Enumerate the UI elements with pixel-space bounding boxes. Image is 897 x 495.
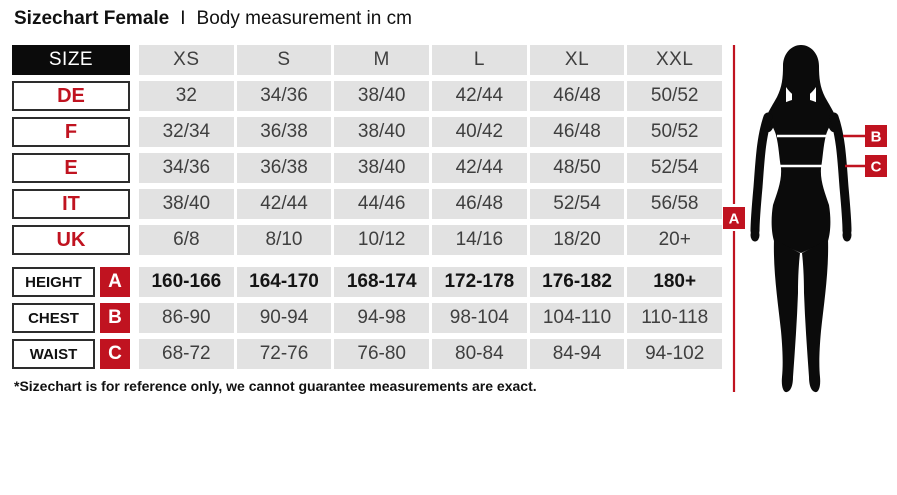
woman-silhouette-icon — [750, 45, 852, 393]
row-label-de: DE — [12, 81, 130, 111]
title-main: Sizechart Female — [14, 8, 170, 29]
cell-it-xxl: 56/58 — [627, 189, 723, 219]
table-row-it: IT 38/40 42/44 44/46 46/48 52/54 56/58 — [12, 189, 723, 219]
waist-marker-icon: C — [845, 155, 887, 177]
cell-height-m: 168-174 — [334, 267, 430, 297]
cell-it-xs: 38/40 — [139, 189, 234, 219]
cell-height-l: 172-178 — [432, 267, 527, 297]
cell-e-m: 38/40 — [334, 153, 430, 183]
cell-de-l: 42/44 — [432, 81, 527, 111]
height-measure-line-icon: A — [723, 45, 745, 392]
chest-marker-icon: B — [843, 125, 887, 147]
cell-de-m: 38/40 — [334, 81, 430, 111]
row-label-height: HEIGHT — [12, 267, 95, 297]
header-cell-m: M — [334, 45, 430, 75]
header-cell-xxl: XXL — [627, 45, 723, 75]
cell-f-s: 36/38 — [236, 117, 332, 147]
marker-b-figure-label: B — [871, 129, 882, 146]
cell-height-s: 164-170 — [236, 267, 332, 297]
cell-height-xl: 176-182 — [529, 267, 625, 297]
cell-e-s: 36/38 — [236, 153, 332, 183]
cell-it-xl: 52/54 — [529, 189, 625, 219]
footnote: *Sizechart is for reference only, we can… — [14, 378, 537, 394]
size-table-header-row: SIZE XS S M L XL XXL — [12, 45, 723, 75]
header-cell-xs: XS — [139, 45, 234, 75]
marker-a-badge: A — [100, 267, 130, 297]
cell-f-xl: 46/48 — [529, 117, 625, 147]
cell-it-m: 44/46 — [334, 189, 430, 219]
cell-waist-xl: 84-94 — [529, 339, 625, 369]
cell-de-xs: 32 — [139, 81, 234, 111]
cell-de-xxl: 50/52 — [627, 81, 723, 111]
header-cell-l: L — [432, 45, 527, 75]
cell-waist-xs: 68-72 — [139, 339, 234, 369]
cell-de-s: 34/36 — [236, 81, 332, 111]
table-row-de: DE 32 34/36 38/40 42/44 46/48 50/52 — [12, 81, 723, 111]
cell-waist-m: 76-80 — [334, 339, 430, 369]
cell-chest-s: 90-94 — [236, 303, 332, 333]
title-separator: I — [180, 8, 186, 29]
row-label-e: E — [12, 153, 130, 183]
cell-e-l: 42/44 — [432, 153, 527, 183]
cell-e-xxl: 52/54 — [627, 153, 723, 183]
header-cell-size: SIZE — [12, 45, 130, 75]
cell-uk-s: 8/10 — [236, 225, 332, 255]
size-table: SIZE XS S M L XL XXL DE 32 34/36 38/40 4… — [12, 45, 723, 261]
cell-it-l: 46/48 — [432, 189, 527, 219]
cell-chest-xl: 104-110 — [529, 303, 625, 333]
cell-e-xl: 48/50 — [529, 153, 625, 183]
cell-chest-xs: 86-90 — [139, 303, 234, 333]
cell-waist-xxl: 94-102 — [627, 339, 723, 369]
marker-a-figure-label: A — [729, 211, 740, 228]
row-label-waist: WAIST — [12, 339, 95, 369]
table-row-f: F 32/34 36/38 38/40 40/42 46/48 50/52 — [12, 117, 723, 147]
row-label-f: F — [12, 117, 130, 147]
cell-it-s: 42/44 — [236, 189, 332, 219]
cell-f-l: 40/42 — [432, 117, 527, 147]
row-label-uk: UK — [12, 225, 130, 255]
table-row-height: HEIGHT A 160-166 164-170 168-174 172-178… — [12, 267, 723, 297]
cell-f-xs: 32/34 — [139, 117, 234, 147]
table-row-uk: UK 6/8 8/10 10/12 14/16 18/20 20+ — [12, 225, 723, 255]
cell-height-xs: 160-166 — [139, 267, 234, 297]
cell-uk-xs: 6/8 — [139, 225, 234, 255]
header-cell-xl: XL — [529, 45, 625, 75]
cell-waist-s: 72-76 — [236, 339, 332, 369]
row-label-chest: CHEST — [12, 303, 95, 333]
row-label-it: IT — [12, 189, 130, 219]
page-title: Sizechart Female I Body measurement in cm — [14, 8, 412, 30]
cell-f-m: 38/40 — [334, 117, 430, 147]
table-row-waist: WAIST C 68-72 72-76 76-80 80-84 84-94 94… — [12, 339, 723, 369]
header-cell-s: S — [236, 45, 332, 75]
marker-c-badge: C — [100, 339, 130, 369]
cell-uk-xl: 18/20 — [529, 225, 625, 255]
cell-chest-m: 94-98 — [334, 303, 430, 333]
female-silhouette-figure: A B — [723, 45, 887, 393]
cell-e-xs: 34/36 — [139, 153, 234, 183]
cell-chest-xxl: 110-118 — [627, 303, 723, 333]
cell-chest-l: 98-104 — [432, 303, 527, 333]
title-subtitle: Body measurement in cm — [196, 8, 412, 29]
cell-uk-l: 14/16 — [432, 225, 527, 255]
table-row-chest: CHEST B 86-90 90-94 94-98 98-104 104-110… — [12, 303, 723, 333]
cell-waist-l: 80-84 — [432, 339, 527, 369]
cell-height-xxl: 180+ — [627, 267, 723, 297]
cell-uk-m: 10/12 — [334, 225, 430, 255]
cell-de-xl: 46/48 — [529, 81, 625, 111]
table-row-e: E 34/36 36/38 38/40 42/44 48/50 52/54 — [12, 153, 723, 183]
cell-f-xxl: 50/52 — [627, 117, 723, 147]
marker-b-badge: B — [100, 303, 130, 333]
marker-c-figure-label: C — [871, 159, 882, 176]
measurement-table: HEIGHT A 160-166 164-170 168-174 172-178… — [12, 267, 723, 375]
cell-uk-xxl: 20+ — [627, 225, 723, 255]
